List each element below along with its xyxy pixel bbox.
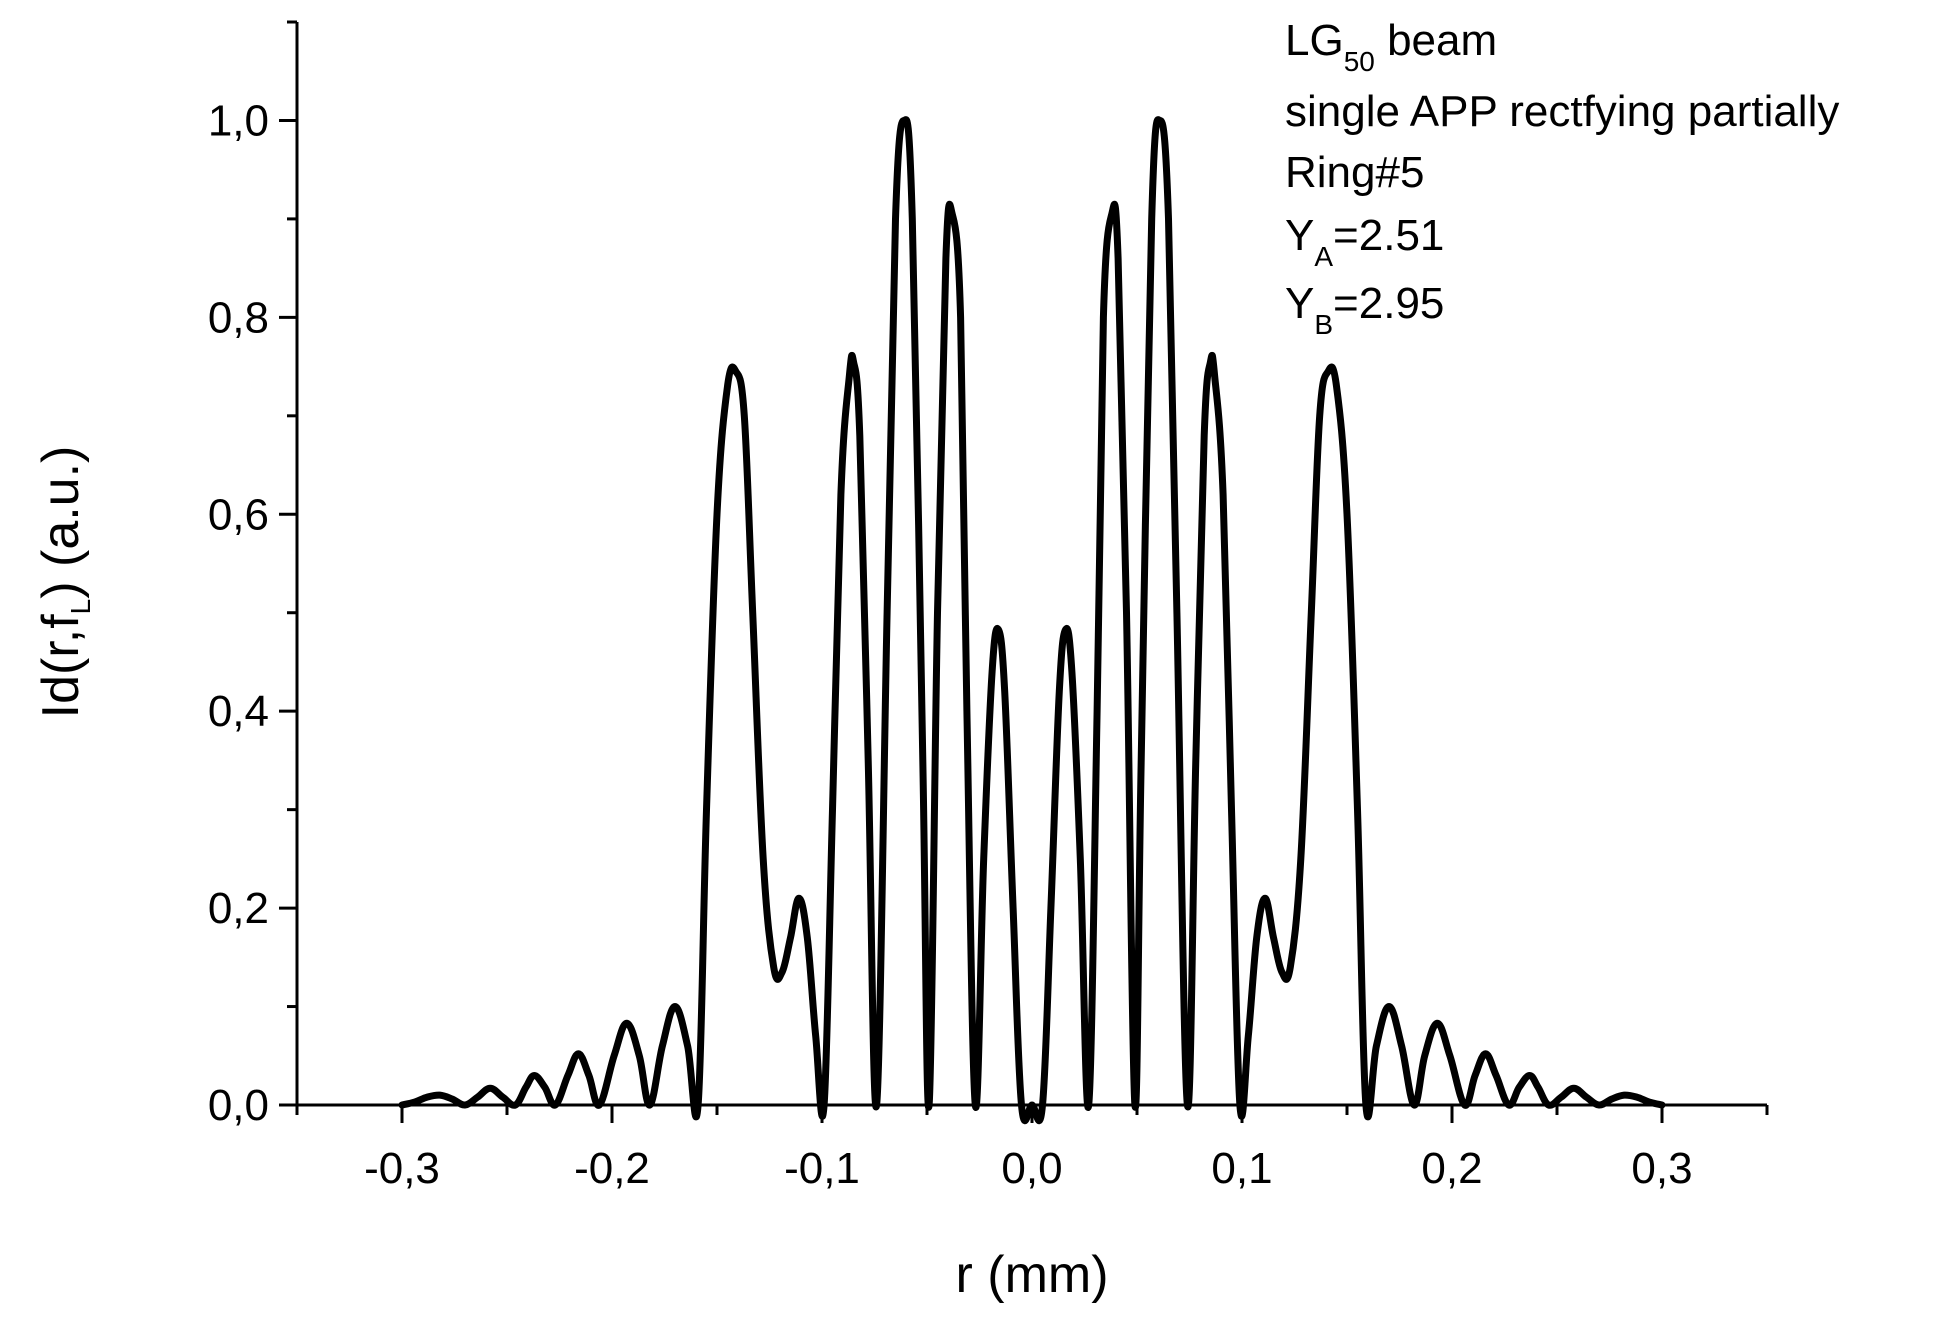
annotation-line-3: Ring#5 xyxy=(1285,148,1424,197)
x-tick-label: 0,3 xyxy=(1631,1144,1692,1193)
annotation-line-4: YA=2.51 xyxy=(1285,211,1444,272)
y-axis-title: Id(r,fL) (a.u.) xyxy=(32,446,96,719)
x-tick-label: 0,2 xyxy=(1421,1144,1482,1193)
annotation-block: LG50 beam single APP rectfying partially… xyxy=(1285,16,1839,340)
annotation-line-2: single APP rectfying partially xyxy=(1285,87,1839,136)
series-line xyxy=(398,116,1666,1125)
y-tick-label: 0,6 xyxy=(208,490,269,539)
y-axis-title-sub: L xyxy=(65,599,96,615)
plot-area: 0,0 0,2 0,4 0,6 0,8 1,0 -0,3 -0,2 -0,1 0,0 0,1 0,2… xyxy=(208,20,1769,1193)
y-tick-label: 0,8 xyxy=(208,293,269,342)
x-tick-label: -0,2 xyxy=(574,1144,650,1193)
y-axis-title-tail: ) (a.u.) xyxy=(32,446,90,599)
x-tick-label: -0,1 xyxy=(784,1144,860,1193)
x-axis-title: r (mm) xyxy=(955,1246,1108,1304)
y-tick-label: 1,0 xyxy=(208,96,269,145)
x-tick-label: 0,0 xyxy=(1001,1144,1062,1193)
y-ticks: 0,0 0,2 0,4 0,6 0,8 1,0 xyxy=(208,20,297,1130)
x-tick-label: 0,1 xyxy=(1211,1144,1272,1193)
y-tick-label: 0,4 xyxy=(208,687,269,736)
annotation-line-1: LG50 beam xyxy=(1285,16,1497,77)
x-ticks: -0,3 -0,2 -0,1 0,0 0,1 0,2 0,3 xyxy=(295,1105,1769,1193)
annotation-line-5: YB=2.95 xyxy=(1285,279,1444,340)
x-tick-label: -0,3 xyxy=(364,1144,440,1193)
y-tick-label: 0,0 xyxy=(208,1081,269,1130)
y-tick-label: 0,2 xyxy=(208,884,269,933)
y-axis-title-main: Id(r,f xyxy=(32,614,90,719)
